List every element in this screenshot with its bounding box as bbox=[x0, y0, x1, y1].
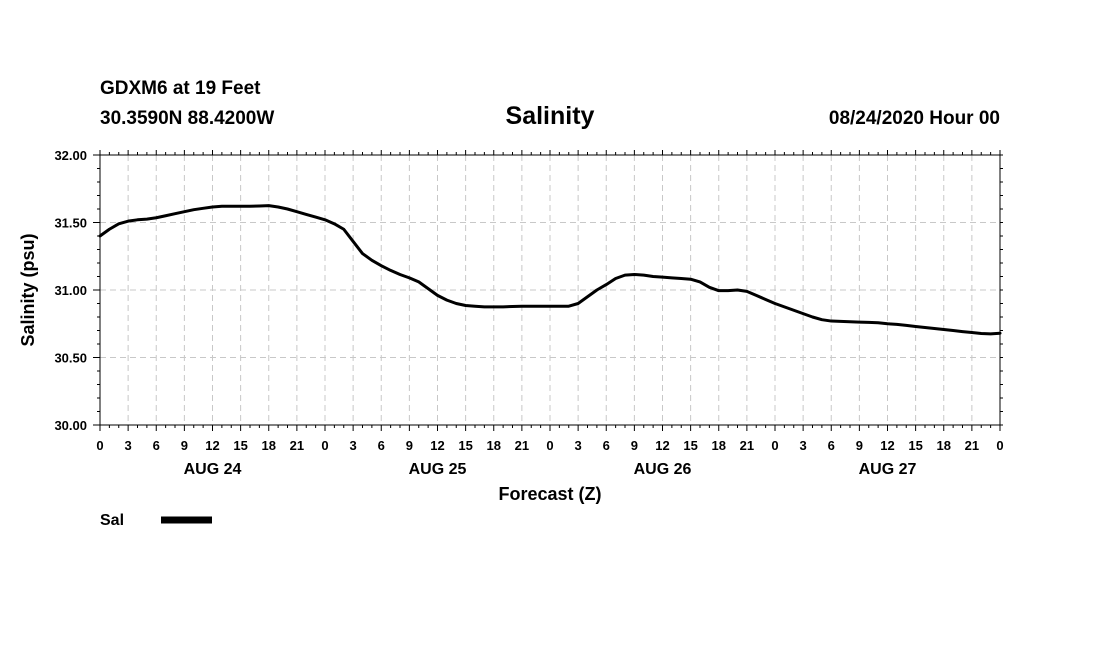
x-tick-label: 0 bbox=[996, 438, 1003, 453]
date-label: AUG 25 bbox=[409, 461, 467, 478]
x-tick-label: 0 bbox=[771, 438, 778, 453]
x-tick-label: 0 bbox=[96, 438, 103, 453]
date-labels: AUG 24 AUG 25 AUG 26 AUG 27 bbox=[184, 461, 917, 478]
x-tick-label: 9 bbox=[406, 438, 413, 453]
x-tick-label: 0 bbox=[546, 438, 553, 453]
x-tick-label: 18 bbox=[712, 438, 726, 453]
y-tick-label: 30.00 bbox=[54, 418, 87, 433]
x-tick-label: 15 bbox=[908, 438, 922, 453]
station-label: GDXM6 at 19 Feet bbox=[100, 78, 261, 99]
x-tick-label: 9 bbox=[181, 438, 188, 453]
x-tick-label: 12 bbox=[430, 438, 444, 453]
y-tick-label: 31.00 bbox=[54, 283, 87, 298]
x-tick-label: 9 bbox=[856, 438, 863, 453]
x-tick-labels: 0 3 6 9 12 15 18 21 0 3 6 9 12 15 18 21 0 3 6 9 12 15 18 21 0 3 6 9… bbox=[96, 438, 1003, 453]
x-axis-title: Forecast (Z) bbox=[498, 484, 601, 504]
date-label: AUG 24 bbox=[184, 461, 242, 478]
coordinates-label: 30.3590N 88.4200W bbox=[100, 108, 274, 129]
date-label: AUG 26 bbox=[634, 461, 692, 478]
x-tick-label: 6 bbox=[378, 438, 385, 453]
x-tick-label: 15 bbox=[233, 438, 247, 453]
issued-time-label: 08/24/2020 Hour 00 bbox=[829, 108, 1000, 129]
x-tick-label: 18 bbox=[262, 438, 276, 453]
x-tick-label: 15 bbox=[683, 438, 697, 453]
x-tick-label: 18 bbox=[937, 438, 951, 453]
legend-label: Sal bbox=[100, 512, 124, 529]
axis-ticks bbox=[93, 150, 1003, 431]
y-tick-label: 31.50 bbox=[54, 216, 87, 231]
x-tick-label: 0 bbox=[321, 438, 328, 453]
x-tick-label: 21 bbox=[290, 438, 304, 453]
y-tick-labels: 30.00 30.50 31.00 31.50 32.00 bbox=[54, 148, 87, 433]
x-tick-label: 9 bbox=[631, 438, 638, 453]
x-tick-label: 12 bbox=[205, 438, 219, 453]
series-layer bbox=[98, 204, 1002, 336]
y-tick-label: 30.50 bbox=[54, 351, 87, 366]
x-tick-label: 12 bbox=[655, 438, 669, 453]
x-tick-label: 12 bbox=[880, 438, 894, 453]
y-axis-title: Salinity (psu) bbox=[18, 233, 38, 346]
date-label: AUG 27 bbox=[859, 461, 917, 478]
x-tick-label: 6 bbox=[828, 438, 835, 453]
series-line-sal bbox=[98, 204, 1002, 336]
x-tick-label: 3 bbox=[125, 438, 132, 453]
grid bbox=[100, 155, 1000, 425]
x-tick-label: 3 bbox=[575, 438, 582, 453]
x-tick-label: 6 bbox=[603, 438, 610, 453]
x-tick-label: 18 bbox=[487, 438, 501, 453]
x-tick-label: 21 bbox=[965, 438, 979, 453]
x-tick-label: 15 bbox=[458, 438, 472, 453]
x-tick-label: 21 bbox=[515, 438, 529, 453]
x-tick-label: 3 bbox=[800, 438, 807, 453]
x-tick-label: 3 bbox=[350, 438, 357, 453]
chart-title: Salinity bbox=[506, 102, 595, 130]
y-tick-label: 32.00 bbox=[54, 148, 87, 163]
x-tick-label: 21 bbox=[740, 438, 754, 453]
x-tick-label: 6 bbox=[153, 438, 160, 453]
